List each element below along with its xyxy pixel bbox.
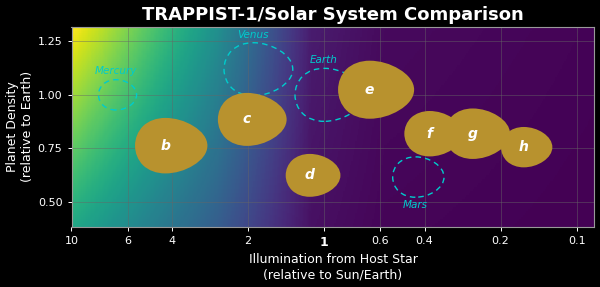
Text: e: e	[365, 83, 374, 97]
Ellipse shape	[338, 61, 414, 119]
Ellipse shape	[135, 118, 208, 173]
Ellipse shape	[445, 108, 510, 159]
Y-axis label: Planet Density
(relative to Earth): Planet Density (relative to Earth)	[5, 71, 34, 183]
Text: d: d	[305, 168, 314, 182]
Text: h: h	[519, 140, 529, 154]
Ellipse shape	[218, 93, 287, 146]
X-axis label: Illumination from Host Star
(relative to Sun/Earth): Illumination from Host Star (relative to…	[248, 253, 418, 282]
Text: f: f	[427, 127, 433, 141]
Ellipse shape	[501, 127, 553, 167]
Text: g: g	[468, 127, 478, 141]
Text: Earth: Earth	[310, 55, 338, 65]
Text: b: b	[160, 139, 170, 153]
Title: TRAPPIST-1/Solar System Comparison: TRAPPIST-1/Solar System Comparison	[142, 5, 524, 24]
Text: Mercury: Mercury	[95, 67, 137, 77]
Text: Mars: Mars	[403, 200, 428, 210]
Ellipse shape	[404, 111, 463, 156]
Ellipse shape	[286, 154, 340, 197]
Text: Venus: Venus	[238, 30, 269, 40]
Text: c: c	[243, 113, 251, 126]
